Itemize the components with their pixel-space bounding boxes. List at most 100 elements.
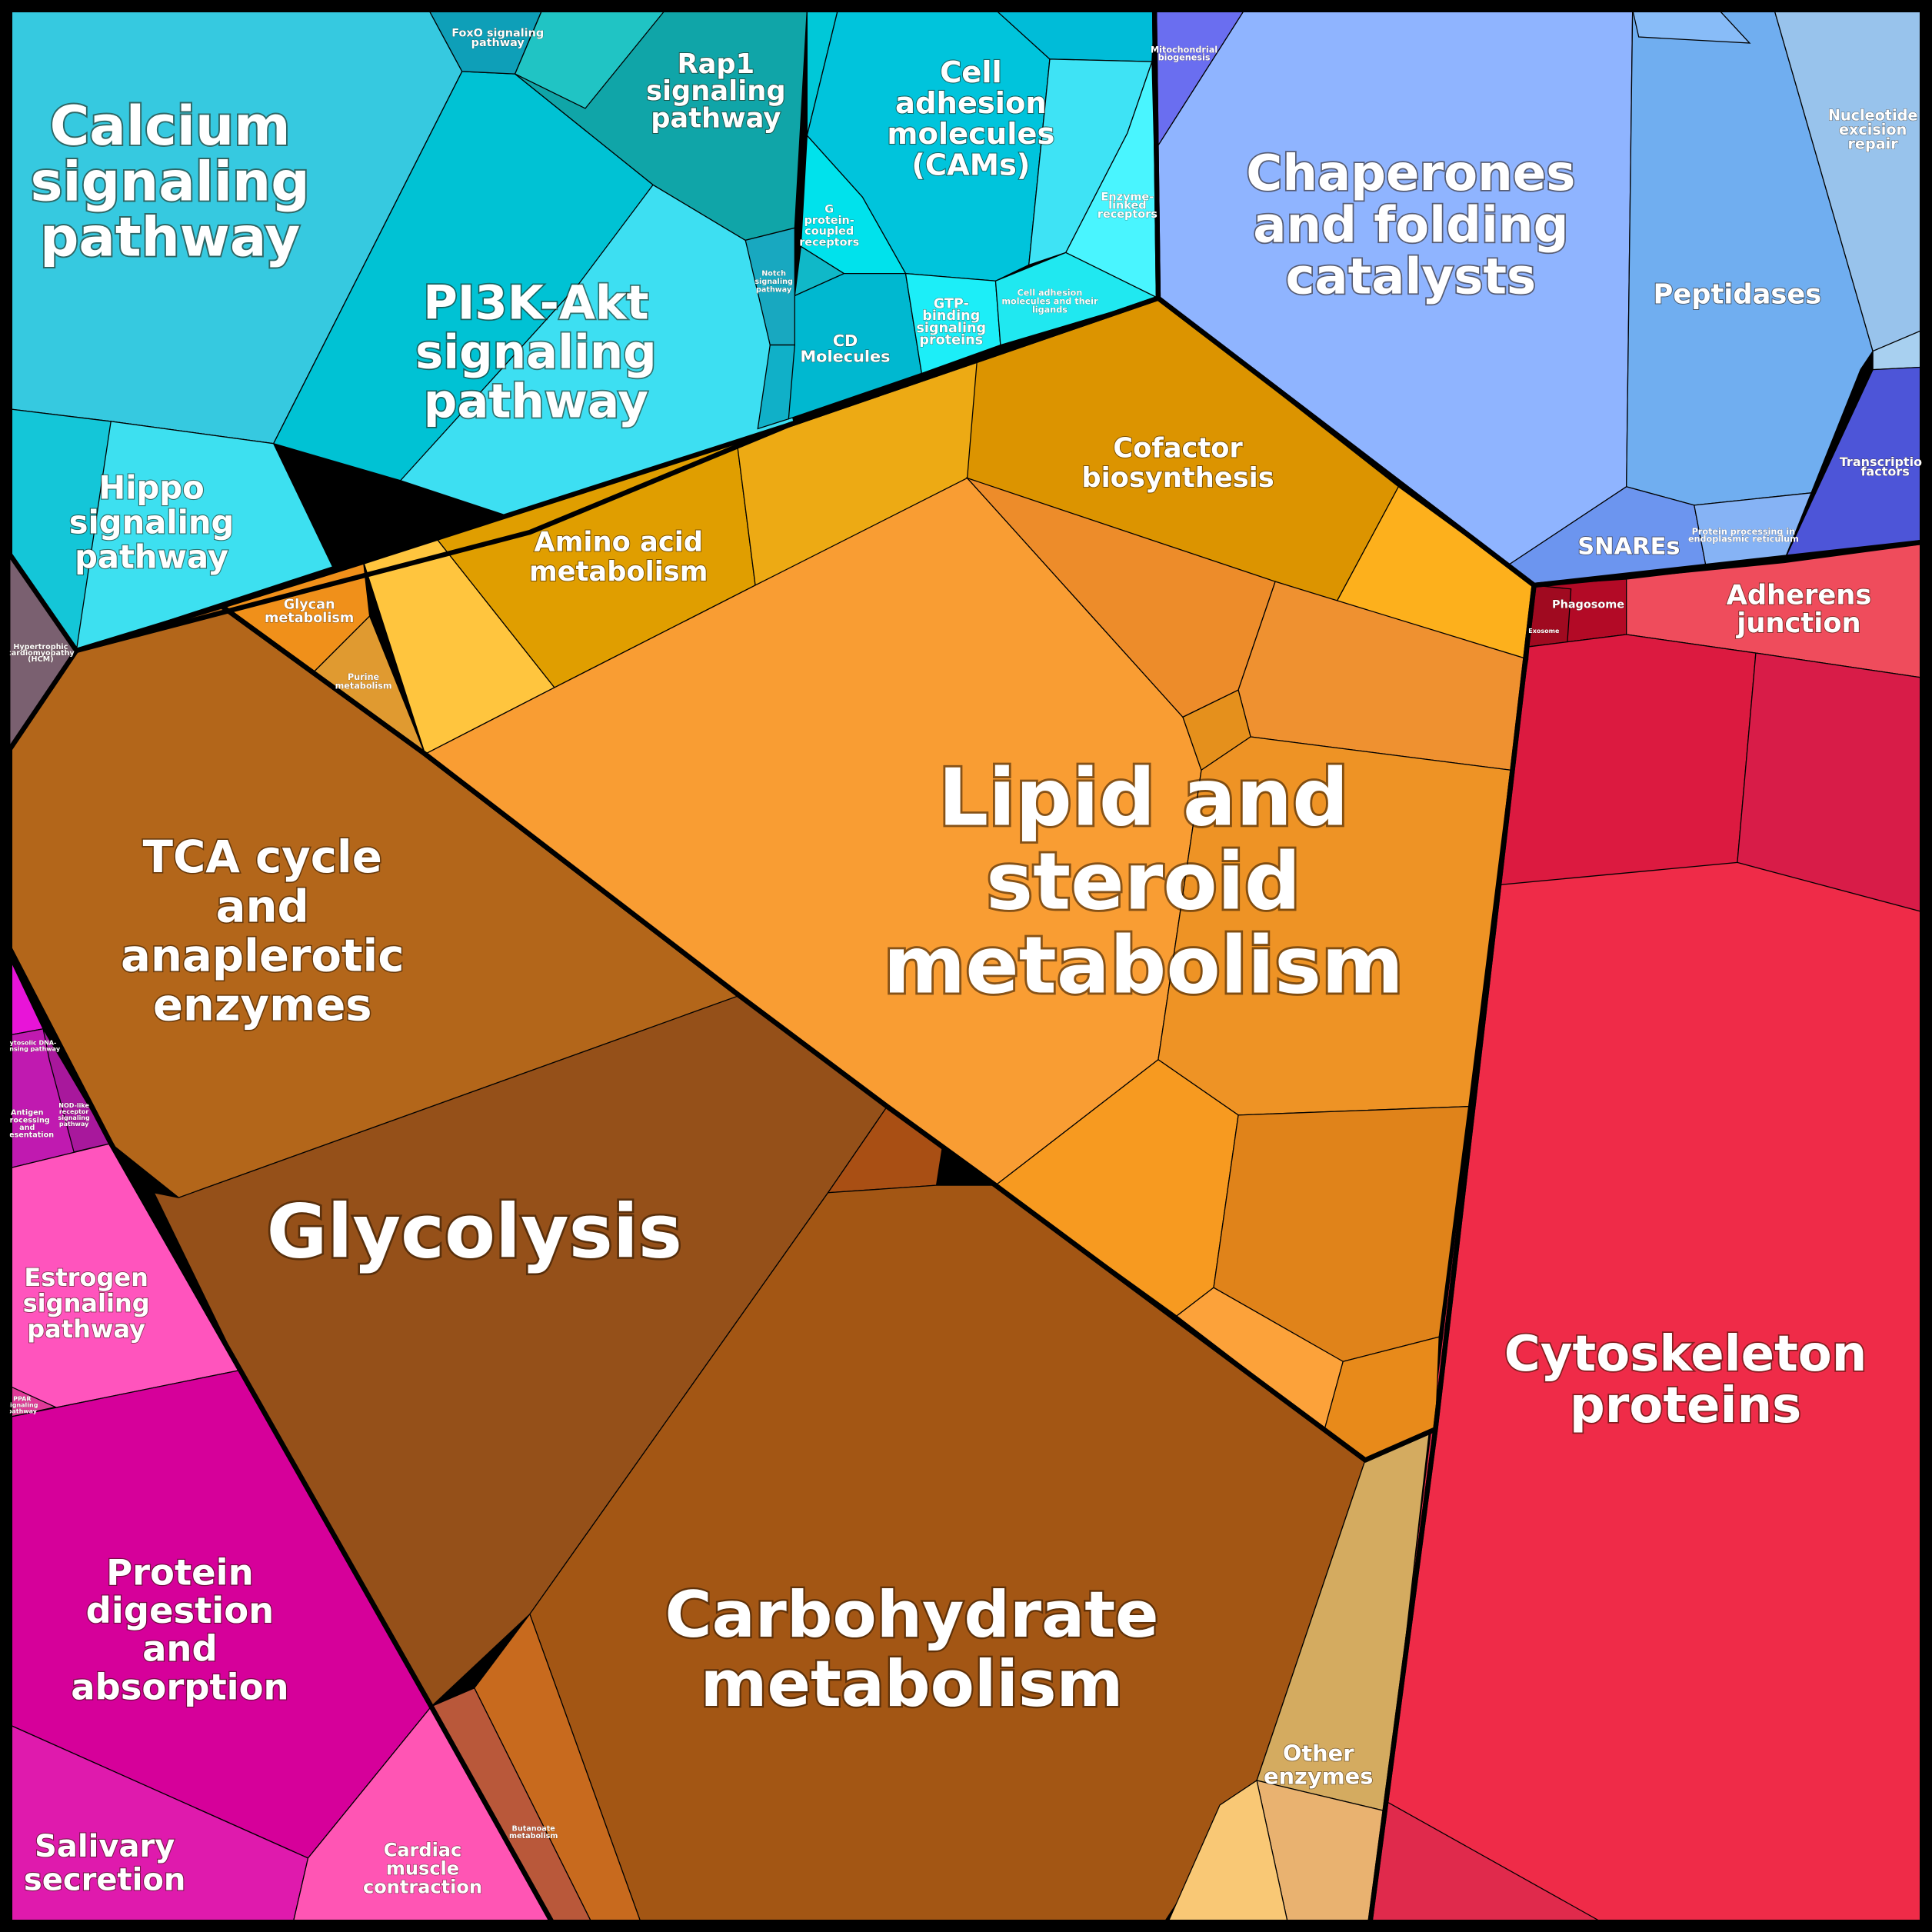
label-line: signaling (30, 150, 309, 213)
label-line: Nucleotide (1828, 106, 1918, 124)
cell-label: Purine metabolism (335, 672, 392, 691)
label-line: NOD-like (58, 1102, 89, 1109)
label-line: presentation (0, 1131, 54, 1139)
label-line: Adherens (1727, 579, 1872, 611)
cell-label: SNAREs (1577, 533, 1680, 560)
label-line: contraction (363, 1876, 482, 1897)
label-line: and (19, 1124, 35, 1132)
label-line: Purine (348, 672, 380, 682)
label-line: SNAREs (1577, 533, 1680, 560)
cell-label: PI3K-Akt signaling pathway (415, 275, 657, 428)
label-line: signaling (58, 1114, 91, 1121)
cell-label: Cell adhesion molecules (CAMs) (887, 55, 1054, 182)
label-line: molecules and their (1001, 297, 1098, 307)
label-line: Glycan (284, 598, 335, 613)
cell-label: Rap1 signaling pathway (646, 48, 786, 134)
label-line: cardiomyopathy (7, 649, 75, 658)
cell-label: Glycan metabolism (265, 598, 354, 627)
label-line: Butanoate (512, 1824, 556, 1833)
label-line: Estrogen (24, 1263, 148, 1292)
label-line: PPAR (13, 1395, 31, 1402)
label-line: pathway (27, 1314, 145, 1344)
cell-label: Antigen processing and presentation (0, 1109, 54, 1140)
cell-label: Protein digestion and absorption (71, 1551, 288, 1707)
cell (1500, 634, 1757, 885)
label-line: muscle (386, 1857, 459, 1879)
label-line: metabolism (265, 611, 354, 626)
cell (75, 421, 334, 651)
cell-label: NOD-like receptor signaling pathway (58, 1102, 91, 1128)
label-line: steroid (986, 837, 1301, 928)
label-line: FoxO signaling (451, 27, 544, 39)
cell-label: Notch signaling pathway (754, 270, 793, 295)
label-line: absorption (71, 1666, 288, 1707)
cell-label: Carbohydrate metabolism (665, 1577, 1158, 1721)
cell-label: CD Molecules (800, 331, 890, 366)
label-line: pathway (40, 205, 300, 268)
cell-label: Protein processing in endoplasmic reticul… (1688, 527, 1799, 545)
label-line: proteins (919, 332, 983, 348)
label-line: signaling (6, 1401, 38, 1408)
cell-label: Chaperones and folding catalysts (1246, 145, 1575, 306)
label-line: Mitochondrial (1151, 45, 1217, 55)
label-line: Amino acid (534, 527, 703, 558)
label-line: metabolism (529, 556, 708, 588)
label-line: coupled (804, 225, 854, 238)
label-line: sensing pathway (2, 1045, 61, 1052)
cell-label: Cell adhesion molecules and their ligands (1001, 288, 1098, 315)
label-line: signaling (754, 278, 793, 286)
label-line: pathway (471, 37, 525, 49)
label-line: receptors (799, 237, 859, 249)
label-line: Transcription (1840, 454, 1931, 468)
label-line: signaling (69, 503, 235, 541)
label-line: TCA cycle (143, 831, 382, 883)
cell-label: Cofactor biosynthesis (1081, 433, 1274, 494)
label-line: Cytoskeleton (1504, 1325, 1867, 1382)
label-line: metabolism (335, 681, 392, 691)
label-line: Peptidases (1654, 278, 1822, 310)
label-line: Calcium (50, 95, 291, 158)
label-line: Other (1283, 1740, 1354, 1766)
label-line: enzymes (153, 978, 372, 1031)
cell-label: Estrogen signaling pathway (23, 1263, 150, 1344)
label-line: endoplasmic reticulum (1688, 535, 1799, 545)
cell-label: Amino acid metabolism (529, 527, 708, 588)
label-line: pathway (756, 285, 792, 294)
label-line: Exosome (1528, 628, 1560, 635)
label-line: metabolism (509, 1832, 558, 1840)
cell-label: Cytosolic DNA-sensing pathway (2, 1039, 61, 1052)
cell-label: Cytoskeleton proteins (1504, 1325, 1867, 1434)
cell-label: Hypertrophic cardiomyopathy (HCM) (7, 643, 75, 664)
label-line: PI3K-Akt (423, 275, 648, 330)
cell-label: TCA cycle and anaplerotic enzymes (121, 831, 405, 1031)
cell-layer (9, 9, 1923, 1923)
label-line: digestion (86, 1590, 275, 1631)
label-line: Cofactor (1113, 433, 1243, 465)
label-line: Chaperones (1246, 145, 1575, 202)
label-line: Salivary (35, 1829, 175, 1864)
cell-label: Calcium signaling pathway (30, 95, 309, 268)
cell-label: FoxO signaling pathway (451, 27, 544, 49)
label-line: Cytosolic DNA- (5, 1039, 57, 1046)
label-line: ligands (1032, 305, 1068, 315)
label-line: signaling (916, 321, 986, 336)
label-line: Cell adhesion (1018, 288, 1083, 298)
cell-label: Adherens junction (1727, 579, 1872, 639)
label-line: Cell (940, 55, 1002, 90)
label-line: anaplerotic (121, 929, 405, 981)
label-line: pathway (8, 1407, 38, 1414)
label-line: factors (1860, 464, 1909, 478)
cell-label: Enzyme-linked receptors (1098, 191, 1158, 220)
label-line: binding (922, 308, 980, 324)
label-line: biosynthesis (1081, 462, 1274, 494)
label-line: Hippo (98, 469, 204, 507)
label-line: Glycolysis (267, 1189, 682, 1275)
label-line: receptors (1098, 208, 1158, 221)
label-line: proteins (1570, 1377, 1801, 1434)
label-line: Protein processing in (1692, 527, 1795, 537)
label-line: adhesion (895, 86, 1047, 121)
label-line: signaling (23, 1289, 150, 1318)
label-line: Phagosome (1552, 599, 1624, 611)
label-line: pathway (424, 374, 648, 428)
